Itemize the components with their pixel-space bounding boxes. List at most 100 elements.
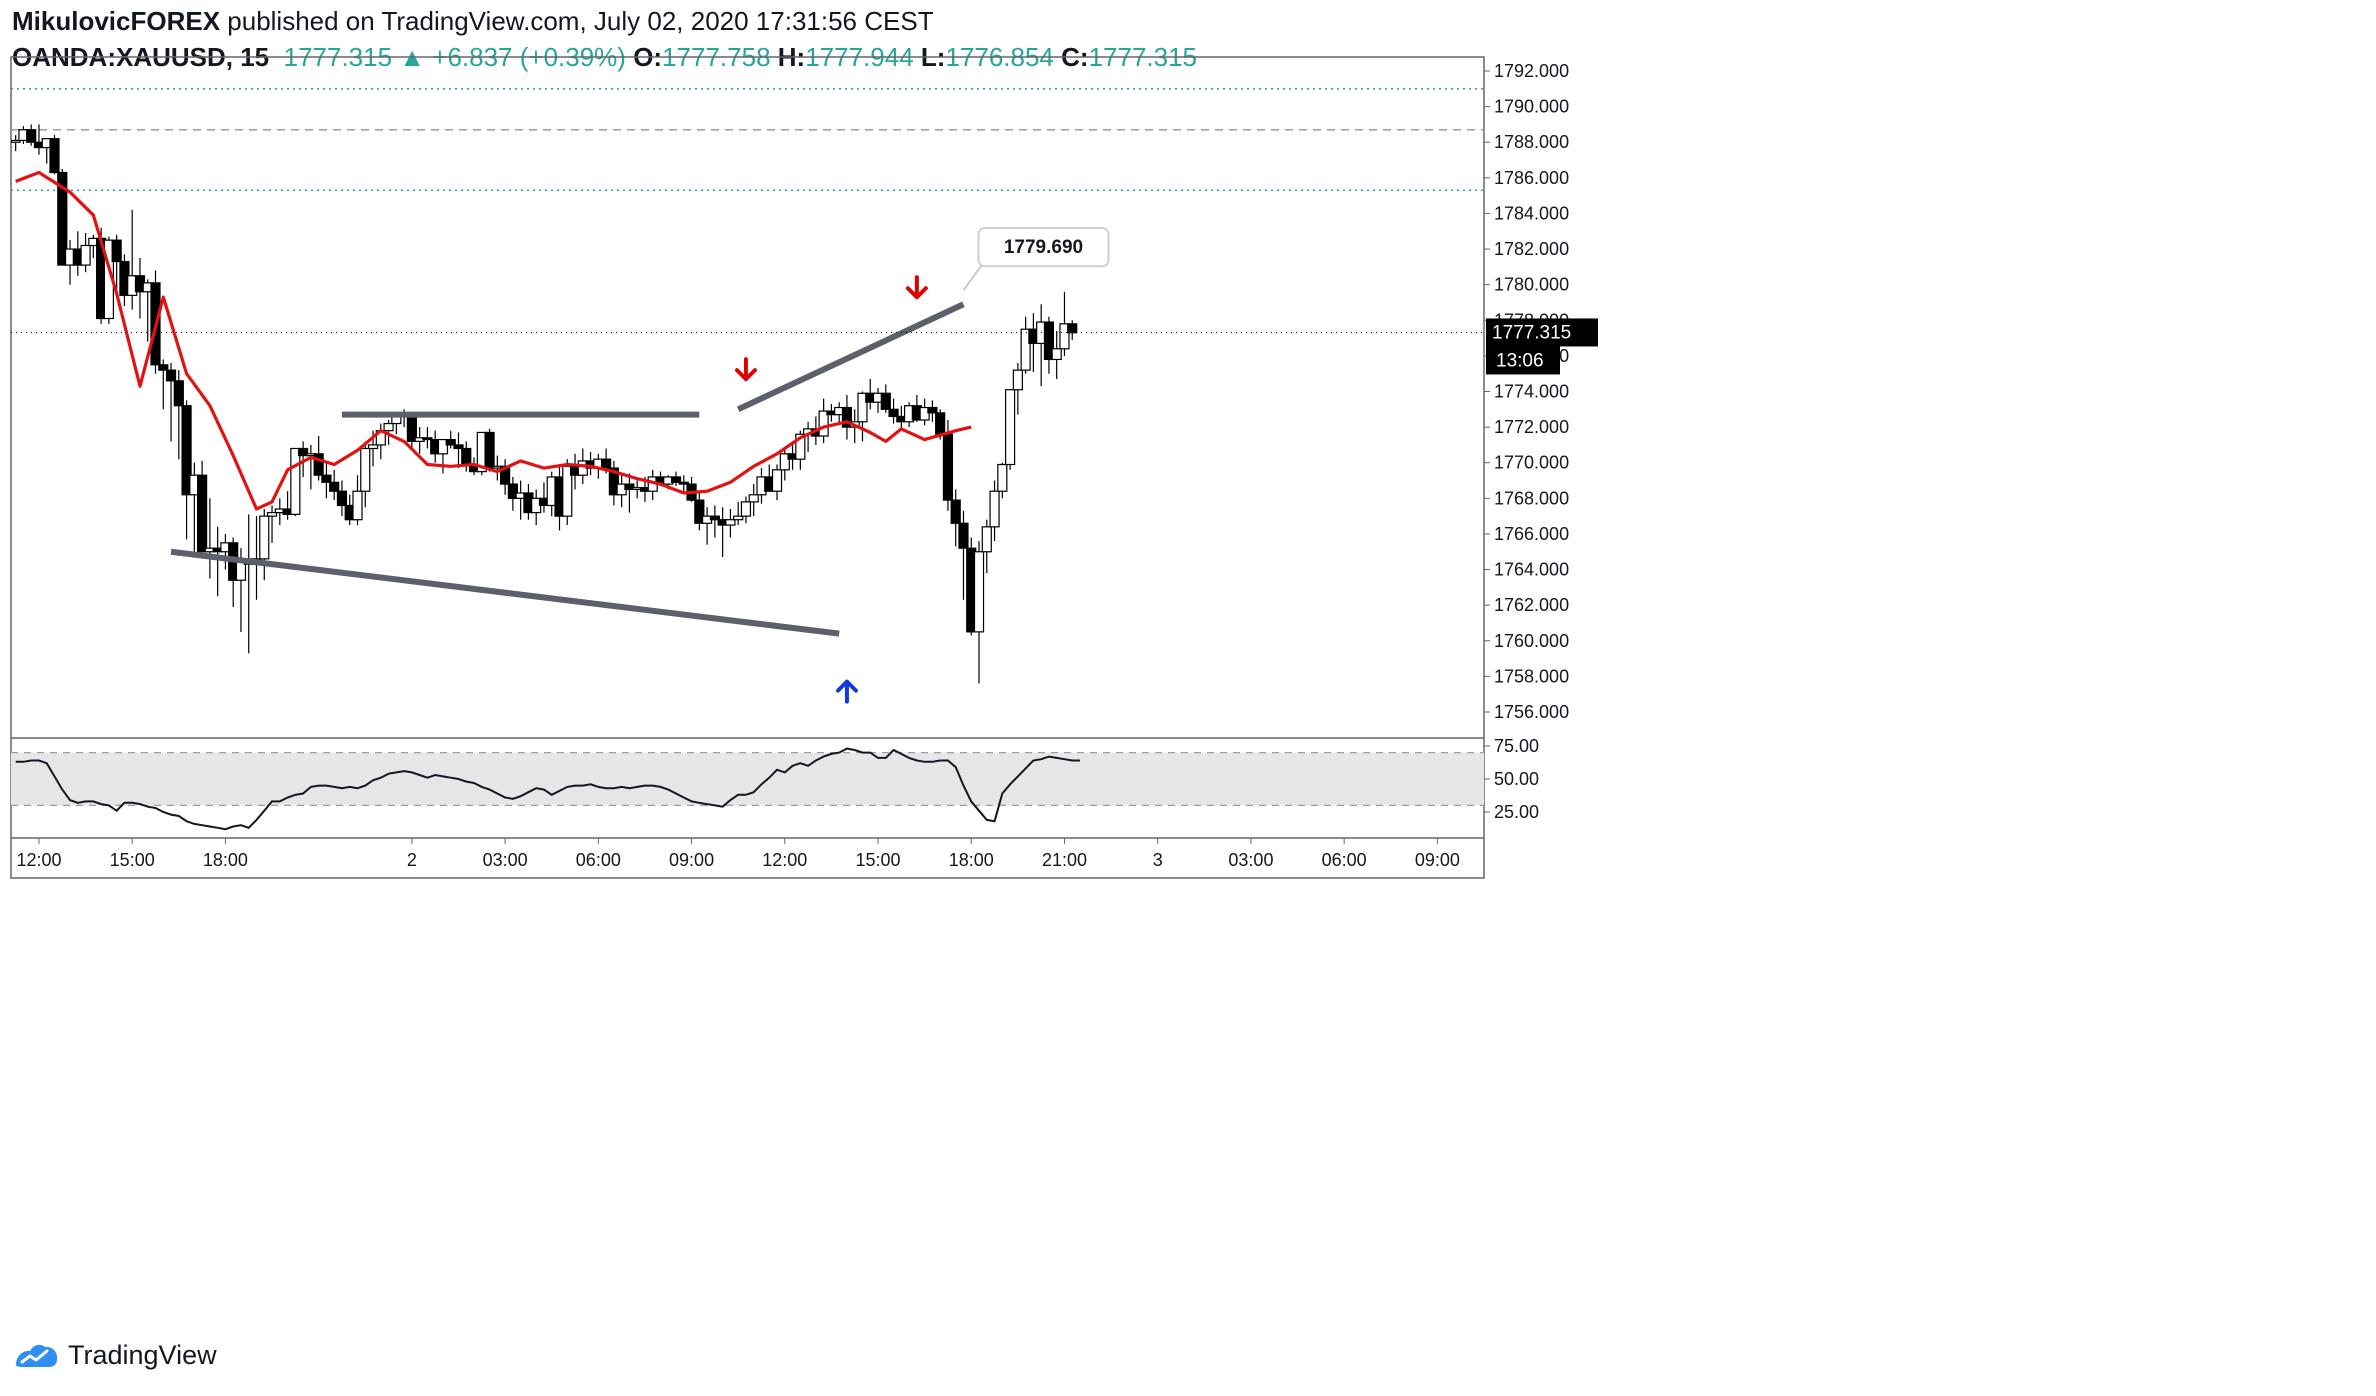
candle-up [562, 465, 573, 517]
candle-down [841, 406, 853, 428]
chart-frame [10, 56, 1485, 879]
candle-down [927, 406, 938, 414]
candle-down [445, 438, 456, 446]
candle-up [771, 469, 783, 492]
price-tick-label: 1760.000 [1494, 631, 1569, 651]
candle-down [958, 522, 969, 549]
candle-up [1004, 389, 1016, 466]
candle-down [57, 171, 68, 266]
time-tick-label: 06:00 [1322, 850, 1367, 870]
candle-up [779, 453, 790, 471]
price-tick-label: 1788.000 [1494, 132, 1569, 152]
candle-down [49, 138, 60, 174]
candle-down [709, 515, 720, 521]
candle-up [266, 511, 278, 517]
price-tick-label: 1774.000 [1494, 382, 1569, 402]
time-tick-label: 18:00 [949, 850, 994, 870]
time-tick-label: 06:00 [576, 850, 621, 870]
candle-down [507, 483, 518, 499]
candle-up [383, 422, 394, 432]
time-tick-label: 15:00 [855, 850, 900, 870]
time-tick-label: 09:00 [1415, 850, 1460, 870]
candle-up [11, 139, 21, 143]
buy-arrow [835, 679, 858, 704]
candle-down [158, 364, 169, 371]
candle-up [989, 490, 1000, 528]
candle-down [329, 481, 340, 492]
candle-up [1012, 369, 1023, 391]
candle-down [608, 467, 619, 496]
price-tick-label: 1758.000 [1494, 666, 1569, 686]
candle-down [670, 476, 682, 483]
countdown-badge-text: 13:06 [1496, 350, 1544, 371]
candle-up [290, 447, 301, 515]
candle-up [795, 433, 806, 460]
price-tick-label: 1768.000 [1494, 488, 1569, 508]
candle-down [336, 490, 348, 507]
price-tick-label: 1762.000 [1494, 595, 1569, 615]
candle-down [1043, 321, 1055, 361]
candle-up [818, 410, 829, 437]
author-name[interactable]: MikulovicFOREX [12, 6, 221, 36]
price-tick-label: 1782.000 [1494, 239, 1569, 259]
candle-up [80, 244, 91, 266]
candle-down [950, 499, 961, 524]
time-tick-label: 21:00 [1042, 850, 1087, 870]
candle-up [360, 447, 371, 492]
price-tick-label: 1786.000 [1494, 168, 1569, 188]
price-tick-label: 1784.000 [1494, 203, 1569, 223]
candle-up [919, 406, 930, 421]
candle-up [973, 551, 985, 633]
time-tick-label: 09:00 [669, 850, 714, 870]
callout-price: 1779.690 [1004, 237, 1083, 258]
publish-info: published on TradingView.com, July 02, 2… [220, 6, 934, 36]
sell-arrow-1 [734, 357, 757, 382]
time-tick-label: 03:00 [1228, 850, 1273, 870]
candle-down [173, 380, 184, 407]
candle-down [601, 458, 612, 469]
time-tick-label: 12:00 [16, 850, 61, 870]
moving-average-line [15, 170, 972, 511]
price-tick-label: 1756.000 [1494, 702, 1569, 722]
candle-down [197, 474, 208, 553]
price-tick-label: 1792.000 [1494, 61, 1569, 81]
tradingview-logo-icon [16, 1344, 58, 1367]
oscillator-tick-label: 75.00 [1494, 736, 1539, 756]
candle-down [298, 447, 309, 457]
countdown-badge [1486, 346, 1560, 375]
candle-down [694, 499, 705, 524]
candle-down [461, 447, 472, 466]
candle-down [1067, 323, 1078, 334]
candle-down [888, 408, 899, 418]
candle-up [352, 490, 363, 521]
tradingview-brand: TradingView [68, 1340, 217, 1370]
candle-down [942, 433, 954, 501]
tradingview-logo[interactable]: TradingView [14, 1340, 217, 1371]
candle-up [1020, 328, 1031, 371]
publish-header: MikulovicFOREX published on TradingView.… [12, 6, 934, 37]
time-tick-label: 03:00 [483, 850, 528, 870]
candle-down [181, 405, 192, 496]
falling-support [170, 548, 840, 637]
candle-up [367, 444, 379, 450]
time-tick-label: 18:00 [203, 850, 248, 870]
candle-down [880, 392, 891, 410]
oscillator-tick-label: 50.00 [1494, 769, 1539, 789]
candle-up [1059, 323, 1070, 350]
candle-down [422, 437, 433, 441]
candle-up [259, 515, 270, 560]
candle-up [857, 392, 868, 423]
time-tick-label: 2 [407, 850, 417, 870]
oscillator-tick-label: 25.00 [1494, 802, 1539, 822]
candle-up [748, 494, 759, 503]
price-tick-label: 1770.000 [1494, 453, 1569, 473]
candle-up [725, 519, 736, 526]
candle-up [981, 526, 992, 553]
oscillator-line [15, 747, 1080, 831]
candle-down [26, 129, 37, 143]
price-pane [11, 88, 1484, 704]
time-tick-label: 15:00 [110, 850, 155, 870]
candle-up [740, 501, 752, 517]
sell-arrow-2 [905, 275, 928, 300]
